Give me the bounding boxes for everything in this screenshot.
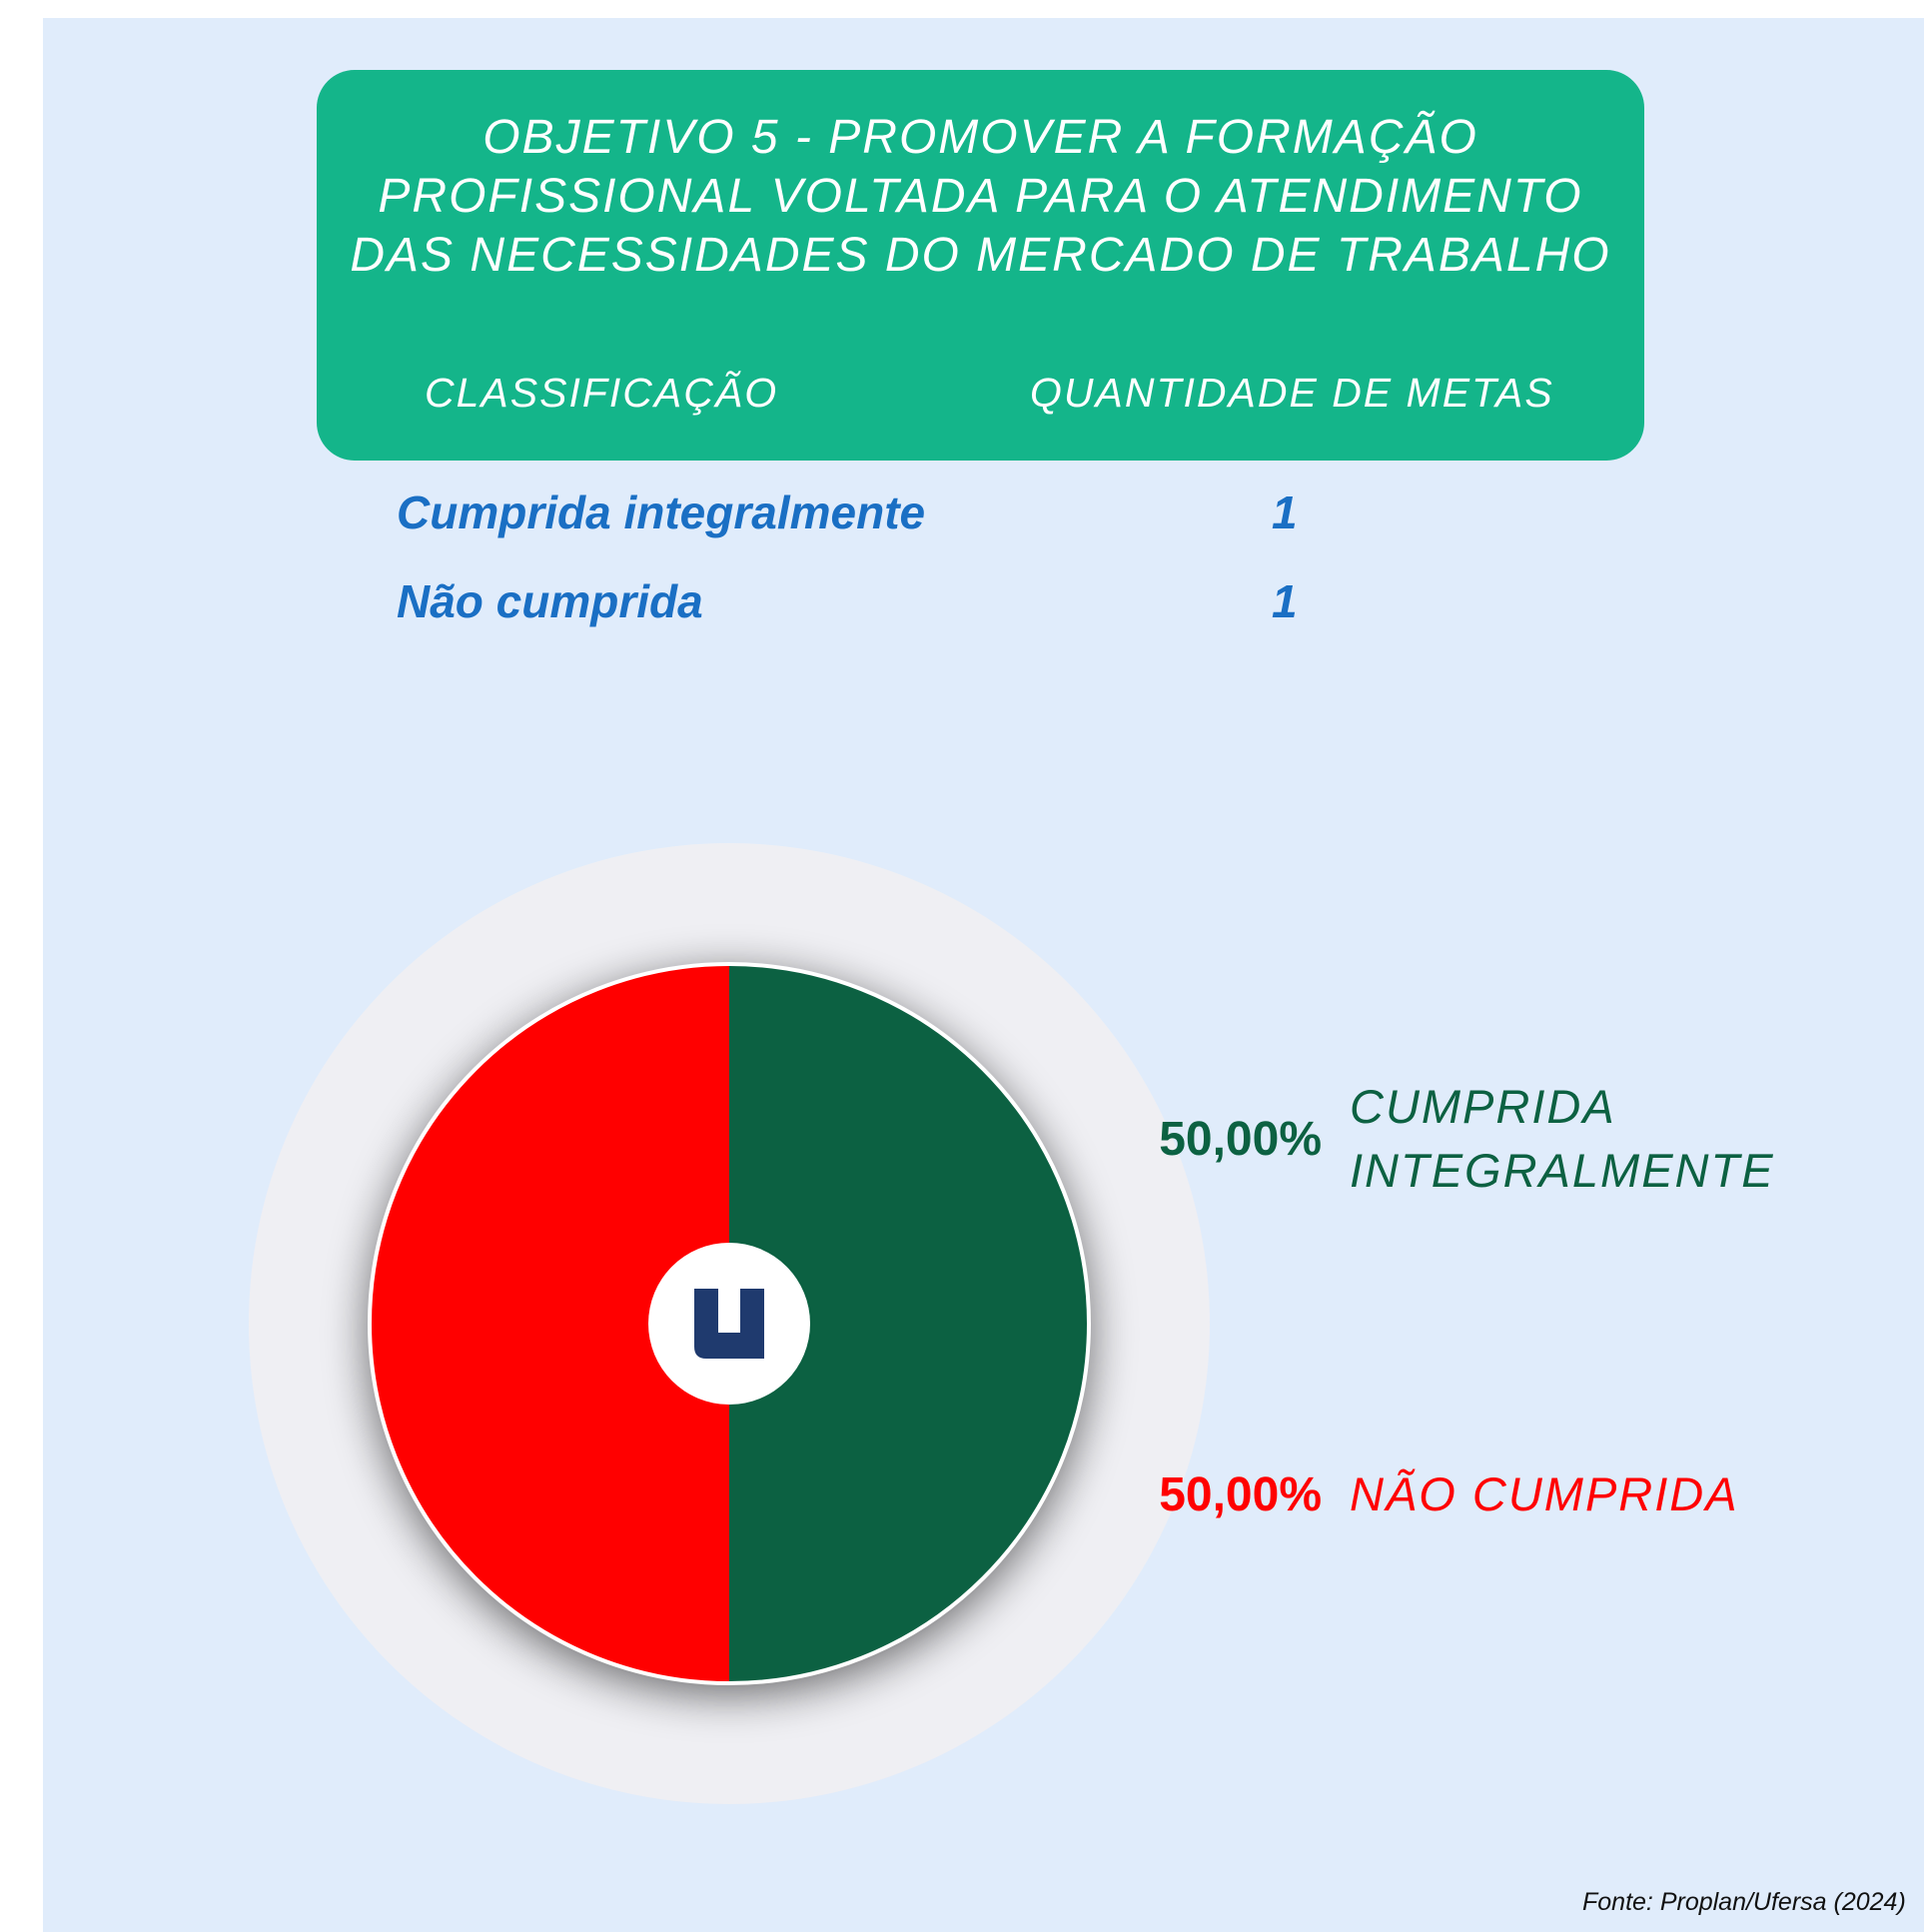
slice-label: 50,00% NÃO CUMPRIDA [1122, 1462, 1769, 1526]
pie-border [368, 962, 1091, 1685]
pie-slice [729, 964, 1089, 1683]
row-value: 1 [1272, 486, 1298, 538]
row-label: Não cumprida [397, 575, 703, 627]
source: Fonte: Proplan/Ufersa (2024) [1582, 1888, 1906, 1916]
logo-circle [648, 1243, 810, 1405]
column-header: QUANTIDADE DE METAS [1030, 370, 1554, 416]
row-label: Cumprida integralmente [397, 486, 926, 538]
pie-chart [249, 843, 1210, 1804]
row-value: 1 [1272, 575, 1298, 627]
category-label: CUMPRIDA INTEGRALMENTE [1350, 1080, 1775, 1197]
category-label: NÃO CUMPRIDA [1350, 1467, 1739, 1520]
slice-label: 50,00% CUMPRIDA INTEGRALMENTE [1122, 1075, 1775, 1203]
panel: OBJETIVO 5 - PROMOVER A FORMAÇÃO PROFISS… [43, 18, 1924, 1932]
value-label: 50,00% [1159, 1467, 1322, 1521]
column-header: CLASSIFICAÇÃO [425, 370, 779, 416]
title-line: DAS NECESSIDADES DO MERCADO DE TRABALHO [350, 229, 1611, 282]
title-line: PROFISSIONAL VOLTADA PARA O ATENDIMENTO [378, 170, 1583, 223]
header-box: OBJETIVO 5 - PROMOVER A FORMAÇÃO PROFISS… [317, 70, 1644, 461]
pie-slice [370, 964, 729, 1683]
logo [694, 1289, 764, 1359]
title-line: OBJETIVO 5 - PROMOVER A FORMAÇÃO [482, 111, 1478, 164]
value-label: 50,00% [1159, 1112, 1322, 1166]
